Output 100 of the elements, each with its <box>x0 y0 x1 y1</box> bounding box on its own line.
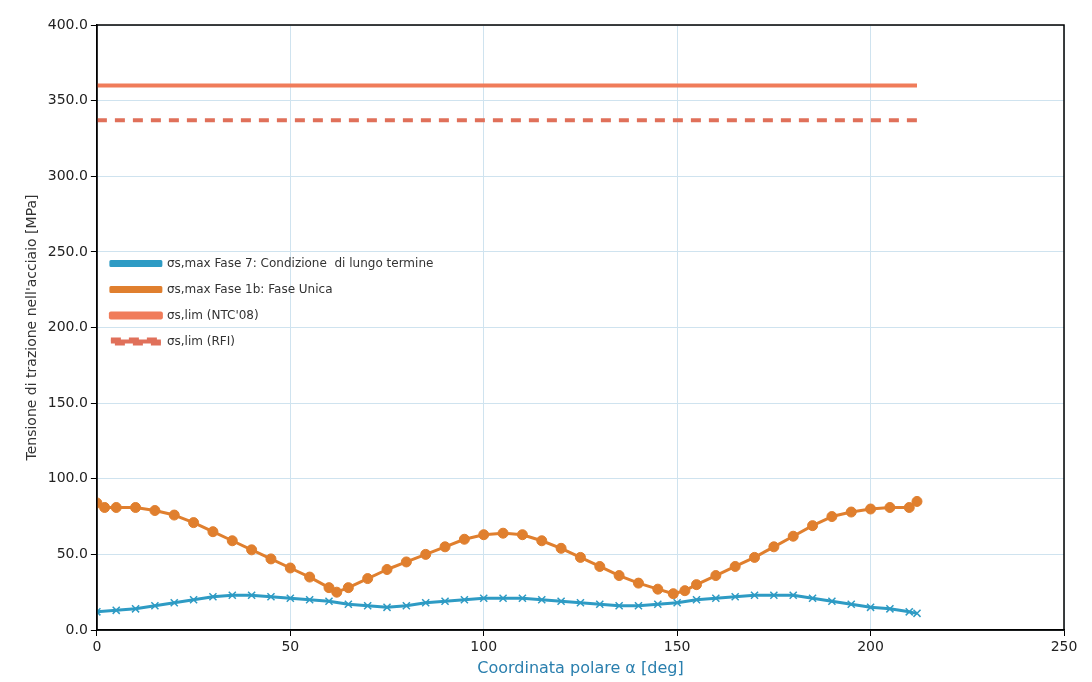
point <box>653 600 663 609</box>
point <box>576 598 585 608</box>
legend-label: σs,lim (NTC'08) <box>166 307 259 322</box>
point <box>208 592 218 602</box>
point <box>169 598 179 608</box>
point <box>305 595 314 605</box>
point <box>110 501 122 513</box>
point <box>439 541 451 553</box>
point <box>440 596 450 606</box>
point <box>845 506 857 518</box>
point <box>99 501 111 513</box>
point <box>556 596 566 606</box>
point <box>826 511 838 523</box>
point <box>787 530 799 542</box>
point <box>130 501 142 513</box>
point <box>460 595 469 605</box>
point <box>749 551 761 563</box>
point <box>149 505 161 517</box>
point <box>729 560 741 572</box>
point <box>574 551 586 563</box>
point <box>667 588 679 600</box>
point <box>227 590 237 600</box>
point <box>150 601 160 611</box>
point <box>634 601 643 611</box>
point <box>304 571 316 583</box>
point <box>265 553 277 565</box>
point <box>769 590 779 600</box>
point <box>903 501 915 513</box>
y-tick-label: 50.0 <box>56 545 88 562</box>
point <box>613 570 625 582</box>
point <box>362 573 374 585</box>
point <box>479 593 489 603</box>
point <box>382 603 392 612</box>
point <box>478 529 490 541</box>
point <box>342 582 354 594</box>
point <box>331 586 343 598</box>
legend-label: σs,max Fase 7: Condizione di lungo termine <box>166 255 434 270</box>
point <box>111 606 121 615</box>
point <box>788 590 798 600</box>
point <box>827 596 837 606</box>
point <box>679 585 691 597</box>
point <box>692 595 701 605</box>
point <box>911 495 923 507</box>
point <box>865 503 877 515</box>
point <box>284 562 296 574</box>
point <box>518 593 527 603</box>
y-tick-label: 350.0 <box>47 91 88 108</box>
point <box>286 593 295 603</box>
y-tick-label: 0.0 <box>65 620 88 637</box>
x-tick-label: 50 <box>281 638 300 655</box>
x-axis-title: Coordinata polare α [deg] <box>477 657 684 677</box>
y-tick-label: 400.0 <box>47 15 88 32</box>
point <box>652 583 664 595</box>
point <box>266 592 276 602</box>
legend-label: σs,lim (RFI) <box>166 333 235 348</box>
point <box>402 601 411 611</box>
point <box>400 556 412 568</box>
point <box>808 593 817 603</box>
point <box>498 593 508 603</box>
point <box>189 595 198 605</box>
point <box>710 570 722 582</box>
point <box>168 509 180 521</box>
point <box>672 598 682 608</box>
x-tick-label: 250 <box>1050 638 1078 655</box>
y-tick-label: 200.0 <box>47 318 88 335</box>
point <box>632 577 644 589</box>
point <box>226 535 238 547</box>
x-tick-label: 0 <box>92 638 102 655</box>
point <box>536 535 548 547</box>
x-tick-label: 200 <box>857 638 884 655</box>
point <box>247 590 256 600</box>
x-tick-label: 100 <box>470 638 498 655</box>
point <box>690 579 702 591</box>
point <box>344 600 353 609</box>
point <box>207 526 219 538</box>
y-tick-label: 150.0 <box>47 393 88 410</box>
point <box>458 533 470 545</box>
point <box>846 600 856 609</box>
point <box>323 582 335 594</box>
point <box>131 604 140 614</box>
point <box>363 601 372 611</box>
point <box>420 548 432 560</box>
point <box>807 520 819 532</box>
point <box>516 529 528 541</box>
point <box>595 600 605 609</box>
point <box>421 598 430 608</box>
point <box>750 590 759 600</box>
point <box>884 501 896 513</box>
x-tick-label: 150 <box>663 638 691 655</box>
point <box>730 592 740 602</box>
point <box>381 564 393 575</box>
legend-label: σs,max Fase 1b: Fase Unica <box>166 281 333 296</box>
point <box>912 609 922 618</box>
point <box>866 603 875 612</box>
point <box>555 542 567 554</box>
point <box>614 601 624 611</box>
point <box>497 527 509 539</box>
y-tick-label: 300.0 <box>47 166 88 183</box>
point <box>188 517 200 529</box>
point <box>904 607 914 617</box>
